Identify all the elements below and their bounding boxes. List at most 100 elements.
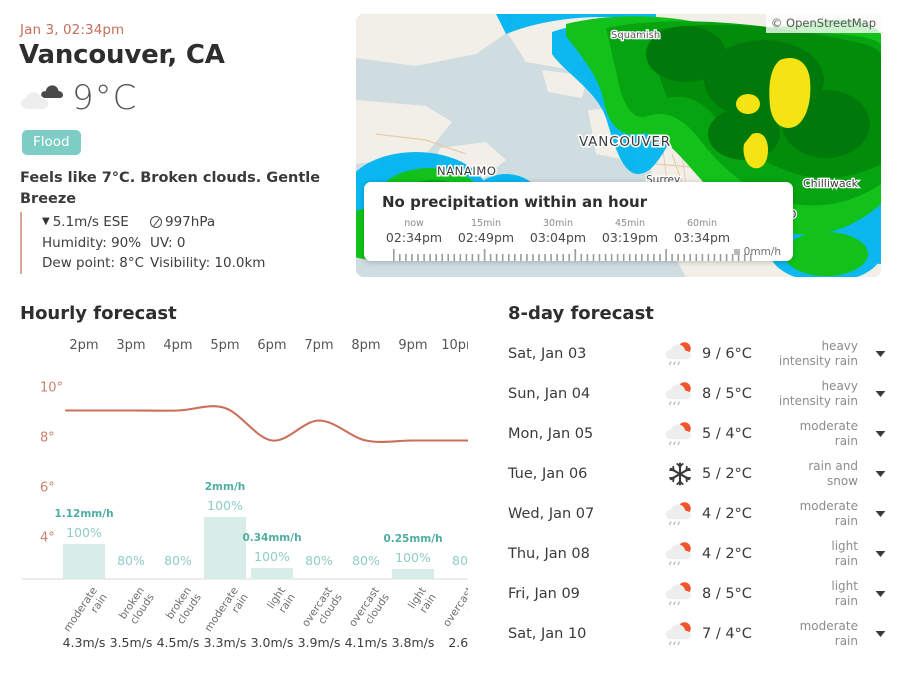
hour-wind-label: 4.5m/s <box>156 635 200 650</box>
day-label: Thu, Jan 08 <box>508 546 590 562</box>
precipitation-probability-label: 80% <box>305 553 333 568</box>
precipitation-map[interactable]: Squamish VANCOUVER NANAIMO Surrey Chilli… <box>356 14 881 277</box>
svg-text:VANCOUVER: VANCOUVER <box>579 134 671 150</box>
hour-wind-label: 4.1m/s <box>344 635 388 650</box>
precipitation-popup: No precipitation within an hour now 02:3… <box>364 182 793 261</box>
wind-detail: ▼ 5.1m/s ESE <box>42 212 150 233</box>
uv-value: UV: 0 <box>150 234 186 251</box>
rain-sun-icon <box>658 421 702 447</box>
day-condition: moderate rain <box>799 418 858 448</box>
snowflake-icon <box>658 461 702 487</box>
daily-forecast-row[interactable]: Sat, Jan 10 7 / 4°C moderate rain <box>508 614 888 654</box>
unit-label: 0mm/h <box>743 246 781 258</box>
rain-sun-icon <box>658 581 702 607</box>
chevron-down-icon[interactable] <box>872 350 888 358</box>
svg-text:Squamish: Squamish <box>611 30 660 41</box>
precipitation-probability-label: 100% <box>66 525 102 541</box>
pressure-value: 997hPa <box>165 214 216 230</box>
map-attribution[interactable]: © OpenStreetMap <box>765 14 881 33</box>
precipitation-probability-label: 80 <box>452 553 468 568</box>
day-condition: heavy intensity rain <box>778 378 858 408</box>
daily-forecast-row[interactable]: Tue, Jan 06 5 / 2°C rain and snow <box>508 454 888 494</box>
day-label: Wed, Jan 07 <box>508 506 595 522</box>
current-temperature-row: 9°C <box>20 78 137 118</box>
temperature-axis-label: 4° <box>40 530 55 546</box>
daily-forecast-row[interactable]: Sat, Jan 03 9 / 6°C heavy intensity rain <box>508 334 888 374</box>
daily-forecast-row[interactable]: Mon, Jan 05 5 / 4°C moderate rain <box>508 414 888 454</box>
day-temperature: 9 / 6°C <box>702 346 752 362</box>
daily-forecast-row[interactable]: Thu, Jan 08 4 / 2°C light rain <box>508 534 888 574</box>
precipitation-probability-label: 100% <box>254 549 290 565</box>
day-condition: light rain <box>831 578 858 608</box>
rain-sun-icon <box>658 541 702 567</box>
precipitation-timeline-labels: now 02:34pm 15min 02:49pm 30min 03:04pm … <box>378 218 738 246</box>
timeline-step: 15min 02:49pm <box>450 218 522 246</box>
timeline-step-time: 03:34pm <box>673 229 731 245</box>
day-label: Sun, Jan 04 <box>508 386 591 402</box>
humidity-value: Humidity: 90% <box>42 234 142 251</box>
temperature-axis-label: 10° <box>40 380 64 396</box>
day-label: Tue, Jan 06 <box>508 466 588 482</box>
timeline-step-label: now <box>404 218 424 229</box>
hourly-chart-canvas: 2pm 3pm 4pm 5pm 6pm 7pm 8pm 9pm 10pm 1.12mm/h 100… <box>0 330 468 660</box>
timeline-step-label: 60min <box>686 218 717 229</box>
day-temperature: 8 / 5°C <box>702 586 752 602</box>
visibility-value: Visibility: 10.0km <box>150 255 266 272</box>
chevron-down-icon[interactable] <box>872 430 888 438</box>
timeline-step: 60min 03:34pm <box>666 218 738 246</box>
detail-row-dew-visibility: Dew point: 8°C Visibility: 10.0km <box>42 253 265 274</box>
precipitation-probability-label: 80% <box>352 553 380 568</box>
page-title: Vancouver, CA <box>19 40 225 70</box>
current-details: ▼ 5.1m/s ESE 997hPa Humidity: 90% UV: 0 … <box>20 212 265 274</box>
day-condition: moderate rain <box>799 498 858 528</box>
daily-forecast-row[interactable]: Sun, Jan 04 8 / 5°C heavy intensity rain <box>508 374 888 414</box>
hour-label: 6pm <box>257 338 287 353</box>
temperature-axis-label: 6° <box>40 480 55 496</box>
rain-sun-icon <box>658 621 702 647</box>
precipitation-bar <box>392 569 434 579</box>
hour-wind-label: 3.9m/s <box>297 635 341 650</box>
hour-label: 9pm <box>398 338 428 353</box>
daily-forecast-row[interactable]: Wed, Jan 07 4 / 2°C moderate rain <box>508 494 888 534</box>
hour-wind-label: 4.3m/s <box>62 635 106 650</box>
chevron-down-icon[interactable] <box>872 510 888 518</box>
timeline-step-time: 02:49pm <box>457 229 515 245</box>
hour-wind-label: 3.3m/s <box>203 635 247 650</box>
timeline-step-time: 03:19pm <box>601 229 659 245</box>
rain-sun-icon <box>658 381 702 407</box>
daily-forecast-row[interactable]: Fri, Jan 09 8 / 5°C light rain <box>508 574 888 614</box>
svg-text:NANAIMO: NANAIMO <box>437 164 497 178</box>
day-condition: light rain <box>831 538 858 568</box>
day-label: Sat, Jan 10 <box>508 626 587 642</box>
rain-sun-icon <box>658 341 702 367</box>
precipitation-probability-label: 80% <box>117 553 145 568</box>
precipitation-title: No precipitation within an hour <box>382 193 648 211</box>
day-temperature: 4 / 2°C <box>702 546 752 562</box>
daily-forecast-list: Sat, Jan 03 9 / 6°C heavy intensity rain Sun… <box>508 334 888 654</box>
temperature-line <box>22 405 468 580</box>
day-condition: heavy intensity rain <box>778 338 858 368</box>
rain-sun-icon <box>658 501 702 527</box>
day-condition: moderate rain <box>799 618 858 648</box>
hour-wind-label: 3.5m/s <box>109 635 153 650</box>
day-temperature: 7 / 4°C <box>702 626 752 642</box>
chevron-down-icon[interactable] <box>872 590 888 598</box>
timeline-step-label: 30min <box>542 218 573 229</box>
hour-wind-label: 3.8m/s <box>391 635 435 650</box>
chevron-down-icon[interactable] <box>872 630 888 638</box>
chevron-down-icon[interactable] <box>872 470 888 478</box>
pressure-icon <box>150 216 162 228</box>
day-temperature: 5 / 4°C <box>702 426 752 442</box>
pressure-detail: 997hPa <box>150 212 215 233</box>
hour-label: 3pm <box>116 338 146 353</box>
unit-swatch-icon <box>733 249 740 255</box>
timeline-step: 30min 03:04pm <box>522 218 594 246</box>
chevron-down-icon[interactable] <box>872 390 888 398</box>
day-temperature: 4 / 2°C <box>702 506 752 522</box>
hourly-forecast-chart[interactable]: 2pm 3pm 4pm 5pm 6pm 7pm 8pm 9pm 10pm 1.12mm/h 100… <box>0 330 468 660</box>
chevron-down-icon[interactable] <box>872 550 888 558</box>
current-datetime: Jan 3, 02:34pm <box>20 22 125 38</box>
status-badge[interactable]: Flood <box>22 130 81 155</box>
wind-direction-icon: ▼ <box>42 216 50 228</box>
precipitation-amount-label: 0.25mm/h <box>383 533 443 545</box>
